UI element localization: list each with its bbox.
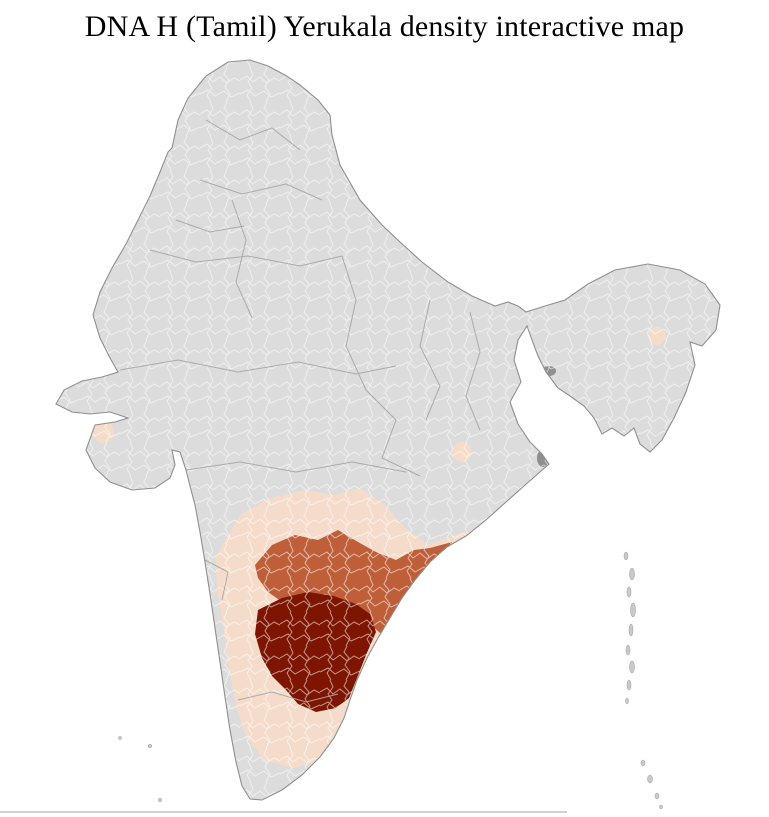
andaman-nicobar-islands [623, 551, 663, 810]
state-boundaries [119, 119, 481, 703]
lakshadweep-islands [118, 736, 163, 803]
bottom-divider [0, 811, 567, 813]
page-title: DNA H (Tamil) Yerukala density interacti… [84, 10, 685, 43]
